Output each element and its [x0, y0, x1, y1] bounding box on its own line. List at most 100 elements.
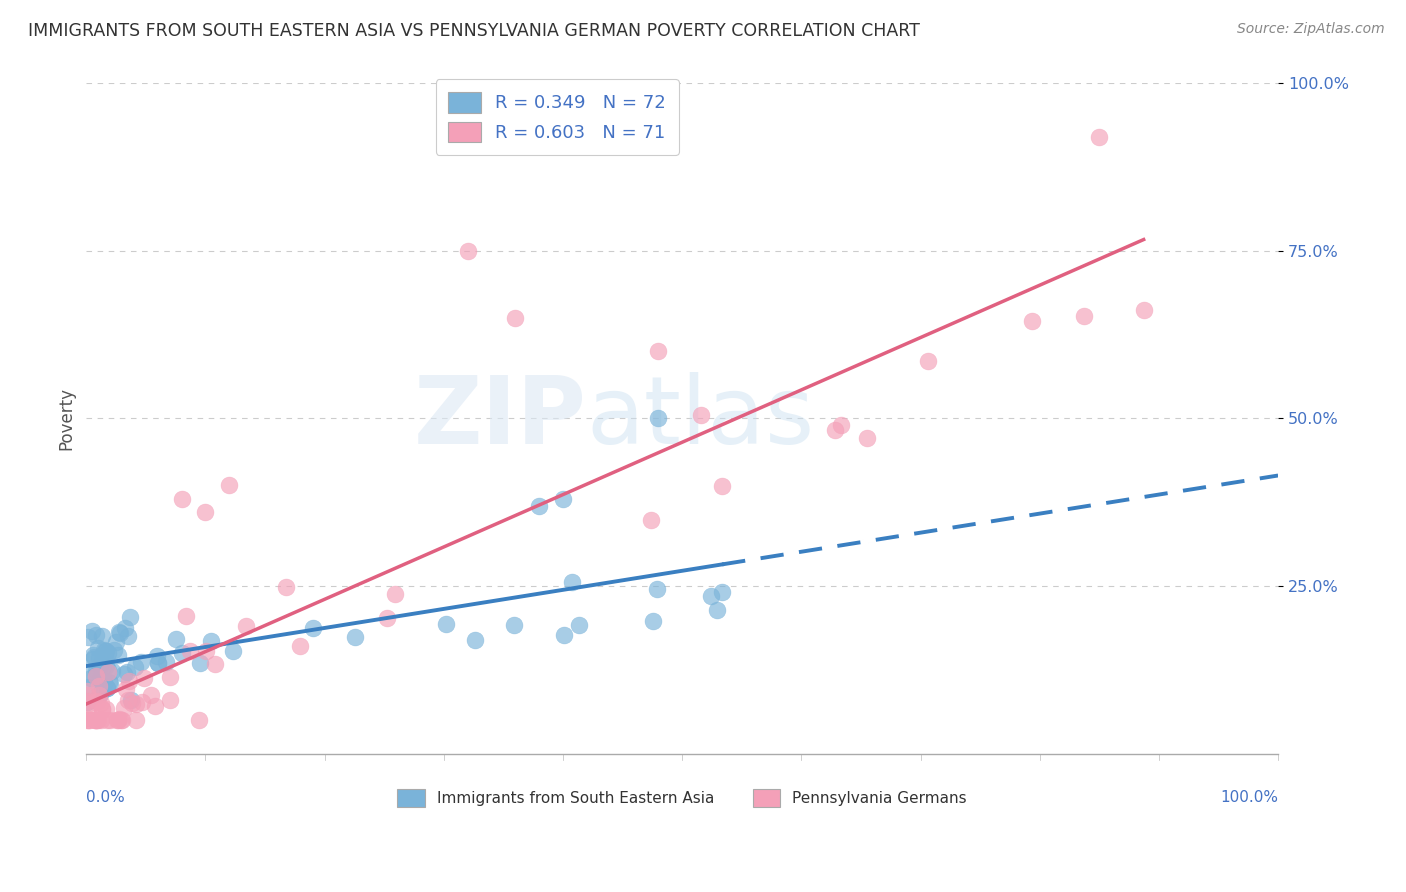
Point: [115, 681, 138, 696]
Point: [86, 628, 108, 642]
Point: [82, 624, 104, 639]
Point: [108, 625, 131, 640]
Point: [120, 693, 142, 707]
Point: [434, 617, 457, 632]
Point: [105, 713, 128, 727]
Point: [641, 615, 664, 629]
Point: [856, 431, 879, 445]
Point: [103, 643, 125, 657]
Point: [384, 587, 406, 601]
Point: [1088, 130, 1111, 145]
Point: [1021, 314, 1043, 328]
Point: [134, 671, 156, 685]
Point: [129, 655, 152, 669]
Point: [89, 672, 111, 686]
Point: [110, 713, 132, 727]
Point: [82, 648, 104, 662]
Point: [551, 491, 574, 506]
Point: [711, 479, 734, 493]
Point: [146, 649, 169, 664]
Point: [96, 681, 118, 696]
Point: [93, 648, 115, 662]
Point: [561, 575, 583, 590]
Point: [96, 702, 118, 716]
Point: [222, 644, 245, 658]
Point: [93, 642, 115, 657]
Point: [690, 408, 713, 422]
Point: [1132, 302, 1154, 317]
Point: [108, 712, 131, 726]
Text: 0.0%: 0.0%: [86, 790, 125, 805]
Point: [91, 682, 114, 697]
Point: [125, 697, 148, 711]
Point: [76, 695, 98, 709]
Point: [77, 713, 100, 727]
Point: [91, 702, 114, 716]
Point: [93, 659, 115, 673]
Point: [76, 689, 98, 703]
Point: [84, 668, 107, 682]
Point: [77, 681, 100, 695]
Point: [84, 713, 107, 727]
Point: [302, 621, 325, 635]
Point: [145, 699, 167, 714]
Point: [527, 499, 550, 513]
Point: [112, 701, 135, 715]
Point: [170, 491, 193, 506]
Point: [115, 665, 138, 679]
Point: [457, 244, 479, 258]
Point: [141, 688, 163, 702]
Point: [118, 673, 141, 688]
Point: [97, 646, 120, 660]
Point: [700, 589, 723, 603]
Point: [89, 658, 111, 673]
Point: [90, 696, 112, 710]
Point: [111, 713, 134, 727]
Point: [83, 695, 105, 709]
Point: [159, 670, 181, 684]
Point: [155, 655, 177, 669]
Text: IMMIGRANTS FROM SOUTH EASTERN ASIA VS PENNSYLVANIA GERMAN POVERTY CORRELATION CH: IMMIGRANTS FROM SOUTH EASTERN ASIA VS PE…: [28, 22, 920, 40]
Point: [645, 582, 668, 597]
Point: [824, 423, 846, 437]
Point: [98, 675, 121, 690]
Point: [94, 644, 117, 658]
Point: [121, 696, 143, 710]
Point: [640, 513, 662, 527]
Point: [89, 687, 111, 701]
Point: [96, 713, 118, 727]
Point: [77, 713, 100, 727]
Point: [90, 713, 112, 727]
Text: ZIP: ZIP: [413, 373, 586, 465]
Point: [107, 713, 129, 727]
Point: [179, 644, 201, 658]
Point: [218, 478, 240, 492]
Point: [84, 669, 107, 683]
Point: [84, 713, 107, 727]
Point: [124, 660, 146, 674]
Point: [98, 675, 121, 690]
Point: [464, 633, 486, 648]
Point: [274, 581, 297, 595]
Point: [706, 603, 728, 617]
Point: [89, 650, 111, 665]
Point: [647, 411, 669, 425]
Point: [159, 693, 181, 707]
Point: [647, 344, 669, 359]
Point: [235, 619, 257, 633]
Point: [97, 663, 120, 677]
Point: [553, 628, 575, 642]
Point: [76, 684, 98, 698]
Point: [76, 694, 98, 708]
Point: [502, 617, 524, 632]
Point: [118, 609, 141, 624]
Point: [105, 635, 128, 649]
Point: [107, 648, 129, 663]
Point: [76, 713, 98, 727]
Point: [146, 656, 169, 670]
Point: [84, 713, 107, 727]
Point: [114, 621, 136, 635]
Point: [195, 644, 218, 658]
Point: [91, 629, 114, 643]
Point: [174, 609, 197, 624]
